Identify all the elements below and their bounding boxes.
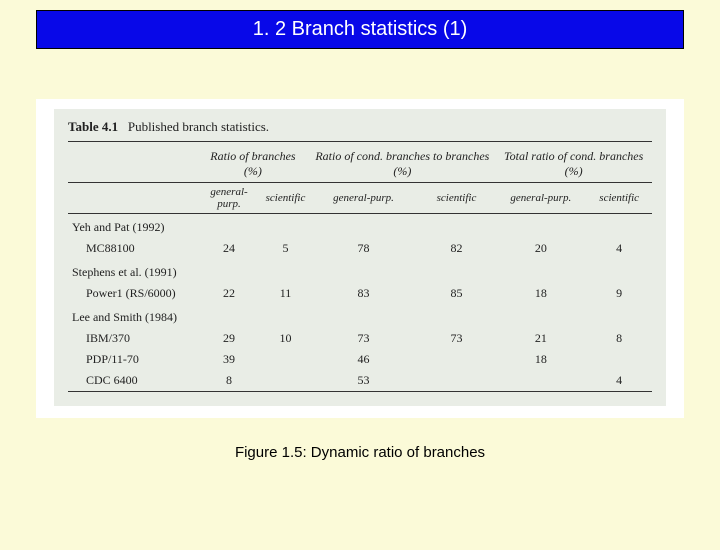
machine-label: PDP/11-70: [68, 349, 196, 370]
subhead-5: general-purp.: [495, 183, 586, 214]
machine-label: CDC 6400: [68, 370, 196, 392]
cell: 18: [495, 349, 586, 370]
cell: 22: [196, 283, 261, 304]
subhead-1: general-purp.: [196, 183, 261, 214]
col-group-3: Total ratio of cond. branches (%): [495, 146, 652, 183]
table-label: Table 4.1: [68, 119, 118, 134]
cell: [262, 349, 310, 370]
slide-title: 1. 2 Branch statistics (1): [253, 18, 468, 40]
cell: 5: [262, 238, 310, 259]
header-sub-row: general-purp. scientific general-purp. s…: [68, 183, 652, 214]
machine-label: Power1 (RS/6000): [68, 283, 196, 304]
col-group-1: Ratio of branches (%): [196, 146, 309, 183]
table-body: Yeh and Pat (1992) MC88100 24 5 78 82 20…: [68, 214, 652, 392]
cell: 85: [418, 283, 496, 304]
table-row: IBM/370 29 10 73 73 21 8: [68, 328, 652, 349]
cell: [418, 349, 496, 370]
table-row: CDC 6400 8 53 4: [68, 370, 652, 392]
data-table: Ratio of branches (%) Ratio of cond. bra…: [68, 146, 652, 392]
cell: 29: [196, 328, 261, 349]
cell: 4: [586, 370, 652, 392]
slide-title-bar: 1. 2 Branch statistics (1): [36, 10, 684, 49]
table-row: Yeh and Pat (1992): [68, 214, 652, 239]
cell: 20: [495, 238, 586, 259]
cell: [262, 370, 310, 392]
subhead-4: scientific: [418, 183, 496, 214]
cell: 8: [586, 328, 652, 349]
cell: 46: [309, 349, 417, 370]
cell: 21: [495, 328, 586, 349]
table-caption: Table 4.1 Published branch statistics.: [68, 119, 652, 142]
cell: [586, 349, 652, 370]
cell: 4: [586, 238, 652, 259]
header-group-row: Ratio of branches (%) Ratio of cond. bra…: [68, 146, 652, 183]
cell: [418, 370, 496, 392]
scanned-table: Table 4.1 Published branch statistics. R…: [54, 109, 666, 406]
table-row: Stephens et al. (1991): [68, 259, 652, 283]
subhead-2: scientific: [262, 183, 310, 214]
cell: 10: [262, 328, 310, 349]
study-label: Lee and Smith (1984): [68, 304, 652, 328]
table-row: Power1 (RS/6000) 22 11 83 85 18 9: [68, 283, 652, 304]
cell: 39: [196, 349, 261, 370]
table-row: MC88100 24 5 78 82 20 4: [68, 238, 652, 259]
cell: 83: [309, 283, 417, 304]
cell: 24: [196, 238, 261, 259]
figure-caption: Figure 1.5: Dynamic ratio of branches: [0, 444, 720, 461]
subhead-3: general-purp.: [309, 183, 417, 214]
cell: 53: [309, 370, 417, 392]
subhead-6: scientific: [586, 183, 652, 214]
cell: 78: [309, 238, 417, 259]
col-group-2: Ratio of cond. branches to branches (%): [309, 146, 495, 183]
cell: 18: [495, 283, 586, 304]
table-row: Lee and Smith (1984): [68, 304, 652, 328]
cell: 9: [586, 283, 652, 304]
cell: [495, 370, 586, 392]
study-label: Yeh and Pat (1992): [68, 214, 652, 239]
cell: 73: [309, 328, 417, 349]
table-row: PDP/11-70 39 46 18: [68, 349, 652, 370]
cell: 73: [418, 328, 496, 349]
figure-container: Table 4.1 Published branch statistics. R…: [36, 99, 684, 418]
study-label: Stephens et al. (1991): [68, 259, 652, 283]
cell: 8: [196, 370, 261, 392]
cell: 82: [418, 238, 496, 259]
machine-label: IBM/370: [68, 328, 196, 349]
table-title: Published branch statistics.: [128, 119, 269, 134]
cell: 11: [262, 283, 310, 304]
machine-label: MC88100: [68, 238, 196, 259]
